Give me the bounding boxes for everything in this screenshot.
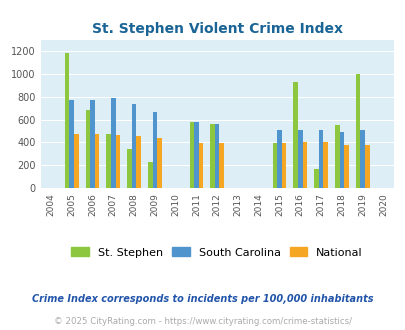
Bar	[297, 130, 302, 188]
Text: Crime Index corresponds to incidents per 100,000 inhabitants: Crime Index corresponds to incidents per…	[32, 294, 373, 304]
Bar	[85, 111, 90, 188]
Bar	[281, 143, 286, 188]
Text: © 2025 CityRating.com - https://www.cityrating.com/crime-statistics/: © 2025 CityRating.com - https://www.city…	[54, 317, 351, 326]
Bar	[360, 130, 364, 188]
Bar	[189, 122, 194, 188]
Bar	[90, 100, 95, 188]
Bar	[219, 143, 224, 188]
Bar	[115, 135, 120, 188]
Bar	[293, 82, 297, 188]
Bar	[318, 130, 323, 188]
Bar	[95, 134, 99, 188]
Bar	[69, 100, 74, 188]
Bar	[313, 169, 318, 188]
Bar	[339, 132, 343, 188]
Bar	[136, 136, 141, 188]
Bar	[194, 122, 198, 188]
Bar	[323, 143, 327, 188]
Bar	[210, 124, 214, 188]
Bar	[277, 130, 281, 188]
Bar	[198, 143, 203, 188]
Bar	[74, 134, 79, 188]
Bar	[148, 162, 152, 188]
Bar	[343, 145, 348, 188]
Bar	[111, 98, 115, 188]
Legend: St. Stephen, South Carolina, National: St. Stephen, South Carolina, National	[71, 247, 362, 257]
Bar	[214, 124, 219, 188]
Bar	[132, 104, 136, 188]
Bar	[106, 134, 111, 188]
Title: St. Stephen Violent Crime Index: St. Stephen Violent Crime Index	[92, 22, 342, 36]
Bar	[355, 74, 360, 188]
Bar	[334, 125, 339, 188]
Bar	[272, 143, 277, 188]
Bar	[157, 138, 161, 188]
Bar	[152, 112, 157, 188]
Bar	[302, 143, 307, 188]
Bar	[65, 53, 69, 188]
Bar	[364, 145, 369, 188]
Bar	[127, 149, 132, 188]
